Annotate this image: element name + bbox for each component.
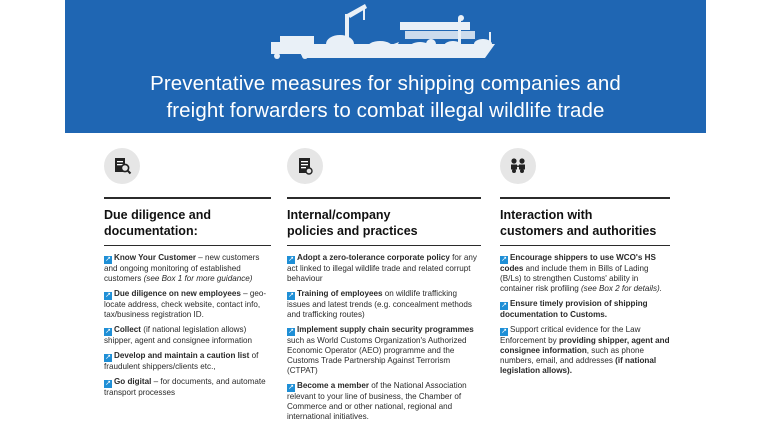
column-heading: Due diligence and documentation: — [104, 208, 211, 238]
heading-rule — [287, 245, 481, 246]
header-banner: Preventative measures for shipping compa… — [65, 0, 706, 133]
wildlife-cargo-illustration — [271, 4, 495, 59]
list-item: ↗ Become a member of the National Associa… — [287, 381, 467, 421]
heading-rule — [500, 197, 670, 199]
heading-rule — [104, 245, 271, 246]
column-heading: Internal/company policies and practices — [287, 208, 418, 238]
document-search-icon — [104, 148, 140, 184]
page-title-line-1: Preventative measures for shipping compa… — [150, 72, 621, 95]
list-item: ↗ Support critical evidence for the Law E… — [500, 325, 670, 375]
column-heading: Interaction with customers and authoritie… — [500, 208, 657, 238]
arrow-icon: ↗ — [104, 380, 112, 388]
list-item: ↗ Training of employees on wildlife traff… — [287, 289, 472, 319]
list-item: ↗ Know Your Customer – new customers and … — [104, 253, 260, 283]
arrow-icon: ↗ — [104, 328, 112, 336]
list-item: ↗ Due diligence on new employees – geo-lo… — [104, 289, 267, 319]
list-item: ↗ Go digital – for documents, and automat… — [104, 377, 266, 397]
arrow-icon: ↗ — [500, 256, 508, 264]
arrow-icon: ↗ — [287, 384, 295, 392]
arrow-icon: ↗ — [104, 256, 112, 264]
page-title-line-2: freight forwarders to combat illegal wil… — [166, 99, 605, 122]
arrow-icon: ↗ — [104, 292, 112, 300]
list-item: ↗ Implement supply chain security program… — [287, 325, 474, 375]
page-title: Preventative measures for shipping compa… — [65, 70, 706, 124]
list-item: ↗ Develop and maintain a caution list of … — [104, 351, 259, 371]
column-internal-policies: Internal/company policies and practices ↗… — [287, 148, 481, 427]
arrow-icon: ↗ — [287, 292, 295, 300]
heading-rule — [104, 197, 271, 199]
list-item: ↗ Adopt a zero-tolerance corporate policy… — [287, 253, 477, 283]
column-due-diligence: Due diligence and documentation: ↗ Know Yo… — [104, 148, 271, 403]
certificate-document-icon — [287, 148, 323, 184]
heading-rule — [500, 245, 670, 246]
heading-rule — [287, 197, 481, 199]
list-item: ↗ Encourage shippers to use WCO's HS code… — [500, 253, 662, 293]
list-item: ↗ Ensure timely provision of shipping doc… — [500, 299, 648, 319]
arrow-icon: ↗ — [500, 328, 508, 336]
people-interaction-icon — [500, 148, 536, 184]
column-interaction: Interaction with customers and authoritie… — [500, 148, 670, 381]
arrow-icon: ↗ — [104, 354, 112, 362]
arrow-icon: ↗ — [287, 256, 295, 264]
arrow-icon: ↗ — [500, 302, 508, 310]
arrow-icon: ↗ — [287, 328, 295, 336]
list-item: ↗ Collect (if national legislation allows… — [104, 325, 253, 345]
